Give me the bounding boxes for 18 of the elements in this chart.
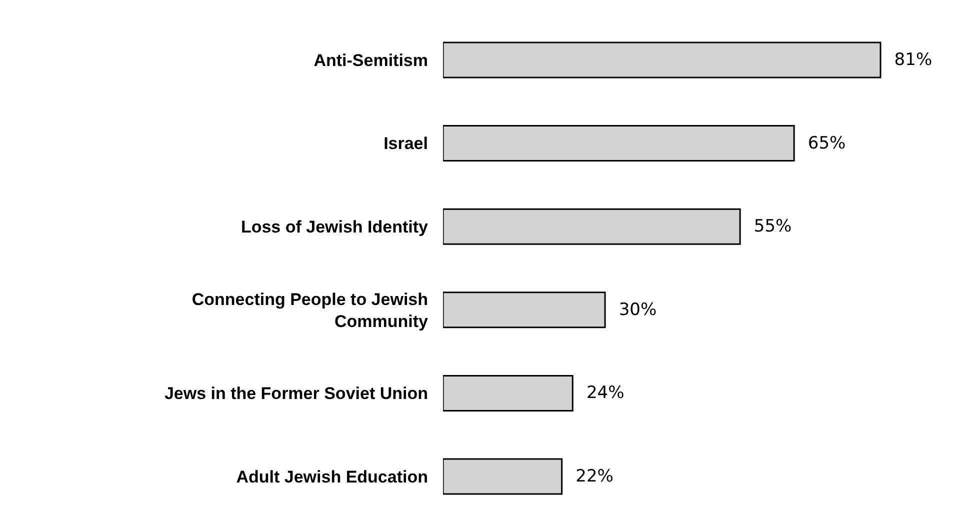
- data-label: 65%: [797, 133, 846, 154]
- y-tick-label: Connecting People to Jewish Community: [192, 290, 429, 331]
- bar: [443, 458, 563, 495]
- bar: [443, 208, 741, 245]
- y-tick-label: Loss of Jewish Identity: [240, 218, 429, 237]
- bar: [443, 374, 574, 412]
- bar: [443, 42, 882, 78]
- data-label: 81%: [884, 50, 932, 70]
- y-tick-label: Anti-Semitism: [314, 50, 428, 70]
- bar: [443, 292, 606, 328]
- y-tick-label: Jews in the Former Soviet Union: [164, 384, 428, 404]
- y-tick-label: Adult Jewish Education: [236, 467, 428, 486]
- data-label: 24%: [576, 383, 624, 404]
- data-label: 30%: [608, 300, 657, 320]
- data-label: 22%: [564, 466, 614, 487]
- data-label: 55%: [743, 216, 792, 237]
- bar: [443, 125, 795, 162]
- y-tick-label: Israel: [384, 134, 428, 154]
